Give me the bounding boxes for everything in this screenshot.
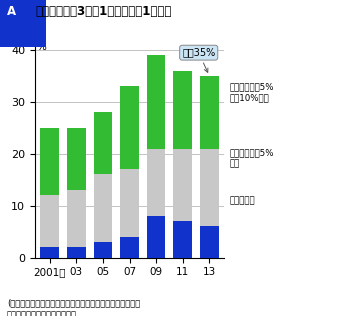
Bar (173, 221, 192, 258)
Bar (120, 237, 139, 258)
Text: －頭金比率が5%
以上10%未満: －頭金比率が5% 以上10%未満 (229, 82, 274, 102)
Text: 合計35%: 合計35% (182, 48, 215, 72)
Bar (40, 247, 59, 258)
Bar (93, 112, 112, 174)
Text: (注）リクルート住まいカンパニー「首都圏新築マンション
　契約者動向調査」を基に作成: (注）リクルート住まいカンパニー「首都圏新築マンション 契約者動向調査」を基に作… (7, 299, 140, 316)
Bar (147, 216, 166, 258)
Bar (40, 195, 59, 247)
Bar (147, 149, 166, 216)
Bar (93, 174, 112, 242)
Bar (40, 128, 59, 195)
Bar (200, 226, 219, 258)
Bar (200, 149, 219, 226)
Bar (120, 86, 139, 169)
Bar (173, 149, 192, 221)
Bar (200, 76, 219, 149)
Bar (67, 128, 86, 190)
Bar (120, 169, 139, 237)
Bar (93, 242, 112, 258)
Text: 住宅購入者の3人に1人は頭金が1割未満: 住宅購入者の3人に1人は頭金が1割未満 (35, 5, 172, 18)
Text: %: % (36, 42, 46, 52)
Bar (67, 247, 86, 258)
Bar (147, 55, 166, 149)
Text: －頭金なし: －頭金なし (229, 196, 255, 205)
Text: A: A (7, 5, 16, 18)
Bar (67, 190, 86, 247)
Text: －頭金比率が5%
未満: －頭金比率が5% 未満 (229, 149, 274, 169)
Bar (173, 71, 192, 149)
